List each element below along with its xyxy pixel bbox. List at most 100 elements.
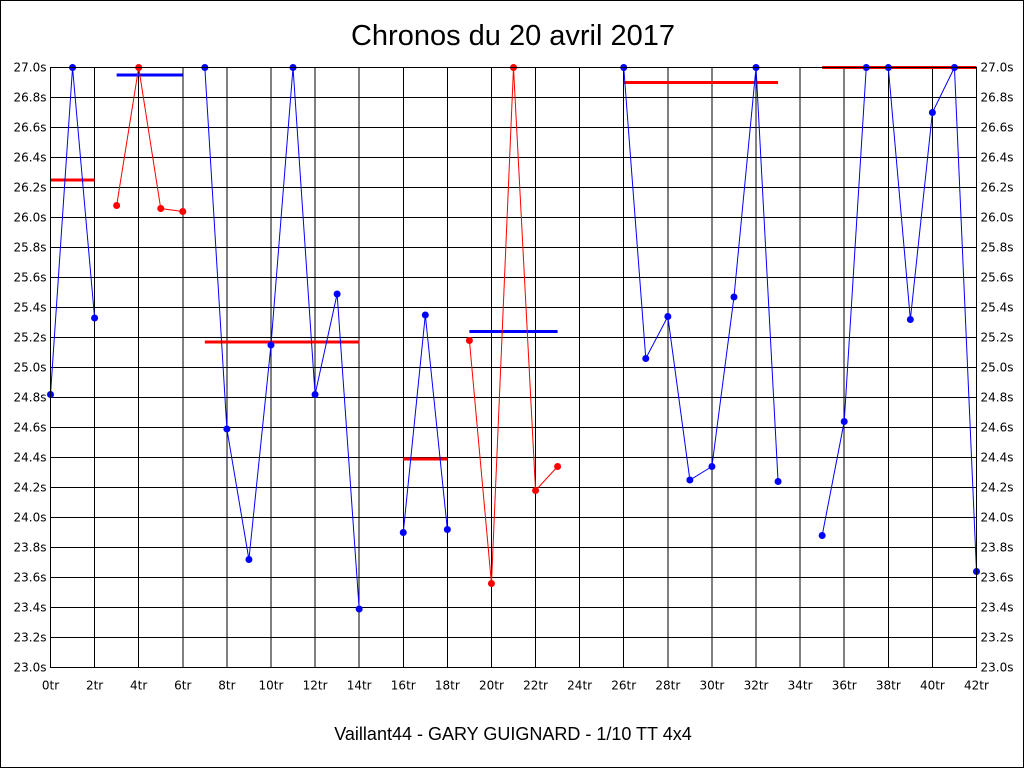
- x-tick-label: 42tr: [964, 679, 989, 693]
- lap-segment: [47, 64, 99, 398]
- y-tick-label-left: 23.2s: [14, 631, 47, 645]
- data-point: [532, 487, 540, 494]
- data-point: [399, 529, 407, 536]
- y-tick-label-left: 24.8s: [14, 391, 47, 405]
- x-tick-label: 4tr: [130, 679, 147, 693]
- lap-time-series: [47, 64, 980, 613]
- series-line: [204, 67, 360, 610]
- chart-title: Chronos du 20 avril 2017: [351, 20, 675, 52]
- y-tick-label-right: 26.6s: [981, 121, 1014, 135]
- y-tick-label-right: 23.8s: [981, 541, 1014, 555]
- lap-segment: [465, 64, 562, 587]
- y-tick-label-left: 23.4s: [14, 601, 47, 615]
- data-point: [774, 478, 782, 485]
- y-tick-label-right: 23.2s: [981, 631, 1014, 645]
- y-tick-label-right: 23.4s: [981, 601, 1014, 615]
- lap-segment: [399, 311, 451, 536]
- y-tick-label-right: 26.8s: [981, 91, 1014, 105]
- data-point: [818, 532, 826, 539]
- data-point: [355, 605, 363, 613]
- y-tick-label-right: 25.6s: [981, 271, 1014, 285]
- x-tick-label: 20tr: [479, 679, 504, 693]
- data-point: [686, 476, 694, 484]
- y-tick-label-left: 27.0s: [14, 61, 47, 75]
- y-tick-label-right: 24.8s: [981, 391, 1014, 405]
- data-point: [311, 391, 319, 398]
- data-point: [245, 556, 253, 563]
- data-point: [223, 425, 231, 433]
- y-tick-label-left: 25.0s: [14, 361, 47, 375]
- series-line: [468, 67, 558, 584]
- x-tick-label: 12tr: [303, 679, 328, 693]
- x-tick-label: 0tr: [42, 679, 59, 693]
- data-point: [708, 463, 716, 470]
- grid-layer: [50, 67, 977, 668]
- y-tick-label-right: 25.4s: [981, 301, 1014, 315]
- data-point: [928, 109, 936, 116]
- plot-area-border: [50, 67, 977, 668]
- y-tick-label-right: 24.0s: [981, 511, 1014, 525]
- y-tick-label-left: 24.6s: [14, 421, 47, 435]
- series-line: [623, 67, 779, 482]
- data-point: [642, 355, 650, 362]
- x-tick-label: 24tr: [567, 679, 592, 693]
- y-tick-label-left: 23.8s: [14, 541, 47, 555]
- y-tick-label-left: 26.4s: [14, 151, 47, 165]
- series-line: [50, 67, 96, 395]
- y-tick-label-left: 26.2s: [14, 181, 47, 195]
- lap-segment: [818, 64, 980, 575]
- x-tick-label: 36tr: [832, 679, 857, 693]
- y-tick-label-left: 23.0s: [14, 661, 47, 675]
- x-tick-label: 40tr: [920, 679, 945, 693]
- data-point: [113, 202, 121, 209]
- y-tick-label-right: 23.0s: [981, 661, 1014, 675]
- y-tick-label-right: 23.6s: [981, 571, 1014, 585]
- x-tick-label: 8tr: [218, 679, 235, 693]
- y-tick-label-left: 26.6s: [14, 121, 47, 135]
- data-point: [179, 208, 187, 215]
- y-axis-left-ticks: 23.0s 23.2s 23.4s 23.6s 23.8s 24.0s 24.2s 24.4s…: [14, 61, 47, 675]
- x-tick-label: 10tr: [259, 679, 284, 693]
- x-tick-label: 34tr: [788, 679, 813, 693]
- series-line: [116, 67, 183, 212]
- lap-segment: [113, 64, 187, 215]
- data-point: [664, 313, 672, 320]
- x-tick-label: 28tr: [655, 679, 680, 693]
- y-tick-label-right: 26.4s: [981, 151, 1014, 165]
- x-tick-label: 26tr: [611, 679, 636, 693]
- y-tick-label-right: 25.8s: [981, 241, 1014, 255]
- x-tick-label: 14tr: [347, 679, 372, 693]
- x-tick-label: 18tr: [435, 679, 460, 693]
- data-point: [906, 316, 914, 323]
- data-point: [157, 205, 165, 212]
- data-point: [487, 580, 495, 587]
- y-tick-label-left: 26.0s: [14, 211, 47, 225]
- series-line: [821, 67, 977, 572]
- y-tick-label-left: 24.2s: [14, 481, 47, 495]
- x-axis-ticks: 0tr 2tr 4tr 6tr 8tr 10tr 12tr 14tr 16tr 18tr 20tr 2…: [42, 679, 989, 693]
- x-tick-label: 30tr: [699, 679, 724, 693]
- y-tick-label-left: 25.6s: [14, 271, 47, 285]
- y-tick-label-right: 26.2s: [981, 181, 1014, 195]
- lap-segment: [201, 64, 363, 613]
- data-point: [333, 290, 341, 298]
- data-point: [421, 311, 429, 319]
- y-tick-label-right: 25.2s: [981, 331, 1014, 345]
- series-line: [402, 314, 448, 533]
- y-tick-label-right: 26.0s: [981, 211, 1014, 225]
- data-point: [840, 418, 848, 425]
- y-axis-right-ticks: 23.0s 23.2s 23.4s 23.6s 23.8s 24.0s 24.2s 24.4s…: [981, 61, 1014, 675]
- chart-footer: Vaillant44 - GARY GUIGNARD - 1/10 TT 4x4: [334, 724, 691, 744]
- data-point: [443, 526, 451, 533]
- data-point: [91, 314, 99, 322]
- x-tick-label: 2tr: [86, 679, 103, 693]
- y-tick-label-left: 25.2s: [14, 331, 47, 345]
- x-tick-label: 38tr: [876, 679, 901, 693]
- x-tick-label: 6tr: [174, 679, 191, 693]
- y-tick-label-left: 23.6s: [14, 571, 47, 585]
- y-tick-label-right: 24.4s: [981, 451, 1014, 465]
- y-tick-label-left: 26.8s: [14, 91, 47, 105]
- y-tick-label-left: 25.8s: [14, 241, 47, 255]
